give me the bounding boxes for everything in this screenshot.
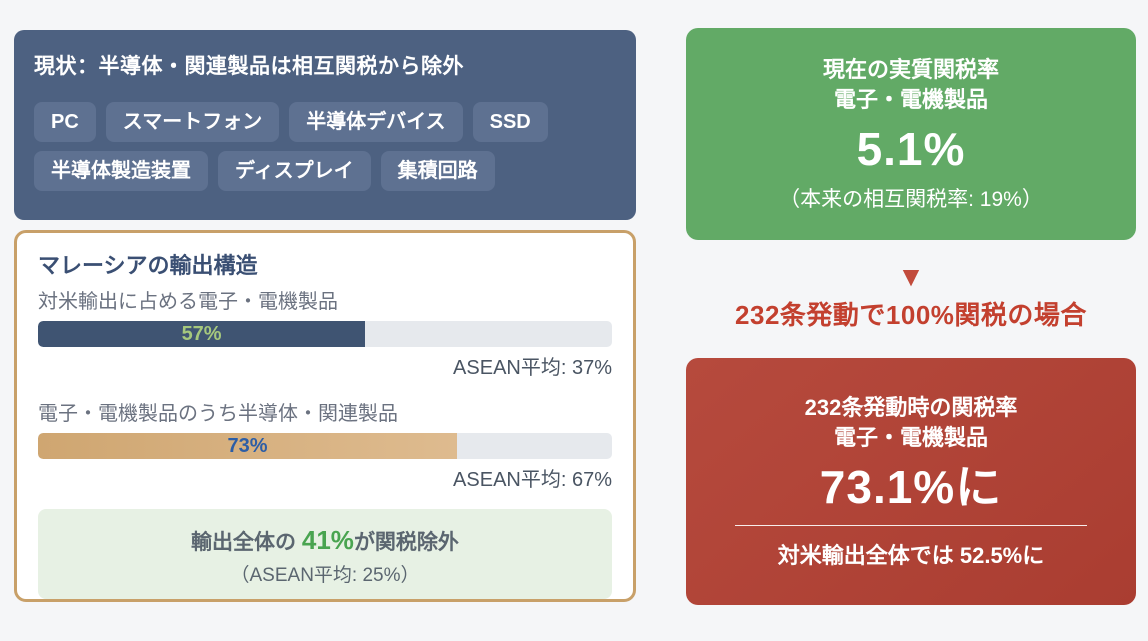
chip-smartphone: スマートフォン [105, 102, 280, 142]
exempt-products-chip-list: PC スマートフォン 半導体デバイス SSD 半導体製造装置 ディスプレイ 集積… [34, 102, 616, 191]
bar-value-label: 57% [181, 323, 222, 345]
chip-semiconductor-equipment: 半導体製造装置 [34, 151, 208, 191]
chip-integrated-circuit: 集積回路 [380, 151, 495, 191]
scenario-heading: 232条発動で100%関税の場合 [735, 300, 1087, 330]
status-title: 現状：半導体・関連製品は相互関税から除外 [34, 55, 464, 78]
export-structure-title: マレーシアの輸出構造 [38, 253, 258, 278]
asean-benchmark: ASEAN平均: 67% [453, 469, 612, 491]
footer-suffix: に [1022, 543, 1045, 569]
chip-display: ディスプレイ [218, 151, 371, 191]
card-divider [734, 525, 1088, 527]
exemption-summary-line: 輸出全体の 41%が関税除外 [48, 523, 602, 558]
current-tariff-value: 5.1% [856, 123, 966, 176]
bar-group-electronics-share: 対米輸出に占める電子・電機製品 57% ASEAN平均: 37% [38, 289, 612, 380]
chip-ssd: SSD [472, 102, 548, 142]
scenario-tariff-card: 232条発動時の関税率 電子・電機製品 73.1%に 対米輸出全体では 52.5… [686, 358, 1136, 605]
exemption-summary-note: （ASEAN平均: 25%） [230, 565, 420, 587]
down-arrow-icon: ▼ [897, 261, 925, 292]
bar-track: 73% [38, 433, 612, 459]
card-title-line: 現在の実質関税率 [822, 56, 999, 82]
scenario-transition: ▼ 232条発動で100%関税の場合 [686, 263, 1136, 332]
summary-prefix: 輸出全体の [191, 531, 302, 554]
bar-label: 対米輸出に占める電子・電機製品 [38, 291, 338, 313]
current-status-panel: 現状：半導体・関連製品は相互関税から除外 PC スマートフォン 半導体デバイス … [14, 30, 636, 220]
bar-fill-semiconductor-share: 73% [38, 433, 458, 459]
chip-semiconductor-device: 半導体デバイス [289, 102, 463, 142]
card-subtitle-line: 電子・電機製品 [833, 424, 988, 450]
bar-track: 57% [38, 321, 612, 347]
bar-fill-electronics-share: 57% [38, 321, 366, 347]
bar-group-semiconductor-share: 電子・電機製品のうち半導体・関連製品 73% ASEAN平均: 67% [38, 401, 612, 492]
footer-prefix: 対米輸出全体では [777, 543, 960, 569]
chip-pc: PC [34, 102, 96, 142]
exemption-summary-box: 輸出全体の 41%が関税除外 （ASEAN平均: 25%） [38, 509, 612, 600]
summary-highlight-value: 41% [301, 525, 354, 555]
asean-benchmark: ASEAN平均: 37% [453, 357, 612, 379]
scenario-tariff-value: 73.1%に [819, 461, 1003, 514]
card-title-line: 232条発動時の関税率 [804, 394, 1018, 420]
bar-label: 電子・電機製品のうち半導体・関連製品 [38, 403, 398, 425]
export-structure-panel: マレーシアの輸出構造 対米輸出に占める電子・電機製品 57% ASEAN平均: … [14, 230, 636, 602]
bar-value-label: 73% [227, 435, 268, 457]
total-export-tariff-line: 対米輸出全体では 52.5%に [778, 538, 1045, 570]
current-tariff-card: 現在の実質関税率 電子・電機製品 5.1% （本来の相互関税率: 19%） [686, 28, 1136, 240]
card-subtitle-line: 電子・電機製品 [833, 86, 988, 112]
original-tariff-note: （本来の相互関税率: 19%） [779, 188, 1043, 212]
summary-suffix: が関税除外 [353, 531, 459, 554]
footer-value: 52.5% [959, 543, 1023, 569]
